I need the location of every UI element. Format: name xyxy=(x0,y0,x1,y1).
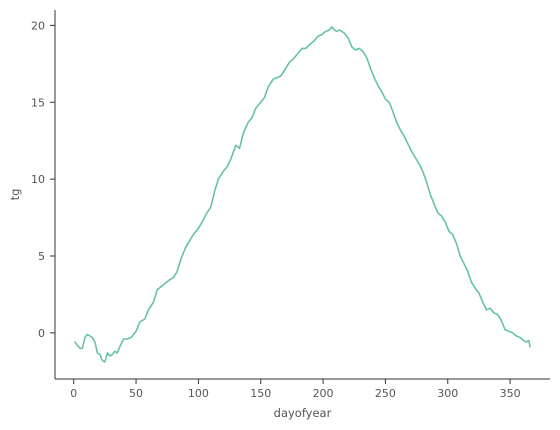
x-tick-label: 50 xyxy=(129,387,143,400)
y-axis-label: tg xyxy=(8,189,22,201)
x-tick-label: 200 xyxy=(313,387,334,400)
x-tick-label: 300 xyxy=(437,387,458,400)
x-tick-label: 0 xyxy=(70,387,77,400)
y-tick-label: 5 xyxy=(38,250,45,263)
axes xyxy=(54,10,550,380)
x-tick-label: 100 xyxy=(188,387,209,400)
tick-marks: 0 50 100 150 200 250 300 350 0 5 10 15 20 xyxy=(31,19,521,400)
y-tick-label: 0 xyxy=(38,327,45,340)
series-line xyxy=(74,26,531,363)
x-tick-label: 350 xyxy=(500,387,521,400)
x-tick-label: 150 xyxy=(250,387,271,400)
plot-area xyxy=(74,26,531,363)
y-tick-label: 20 xyxy=(31,19,45,32)
y-tick-label: 10 xyxy=(31,173,45,186)
y-tick-label: 15 xyxy=(31,96,45,109)
x-axis-label: dayofyear xyxy=(274,406,332,420)
x-tick-label: 250 xyxy=(375,387,396,400)
